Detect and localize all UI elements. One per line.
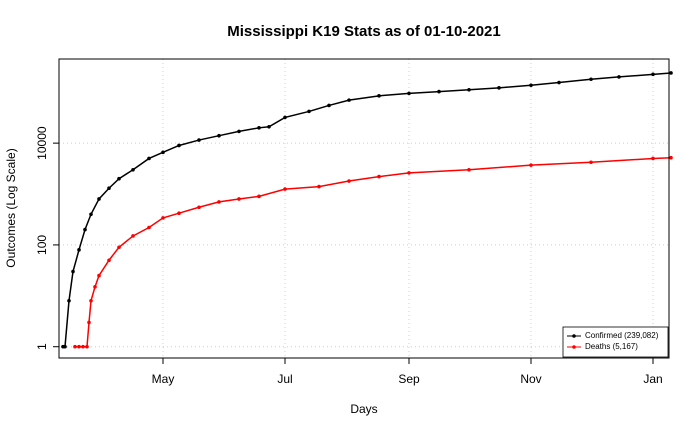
data-point bbox=[63, 344, 67, 349]
y-axis-label: Outcomes (Log Scale) bbox=[4, 148, 18, 267]
data-point bbox=[77, 344, 81, 349]
data-point bbox=[467, 167, 471, 172]
data-point bbox=[197, 205, 201, 210]
data-point bbox=[237, 197, 241, 201]
series-line bbox=[63, 72, 672, 348]
data-point bbox=[437, 89, 441, 94]
legend: Confirmed (239,082) Deaths (5,167) bbox=[562, 326, 669, 358]
data-point bbox=[557, 80, 561, 85]
data-point bbox=[177, 211, 181, 216]
series-line bbox=[75, 156, 672, 348]
legend-swatch bbox=[572, 334, 576, 338]
data-point bbox=[377, 94, 381, 98]
data-point bbox=[497, 86, 501, 90]
data-point bbox=[377, 174, 381, 179]
data-point bbox=[77, 248, 81, 252]
data-point bbox=[85, 344, 89, 349]
data-point bbox=[669, 71, 673, 75]
data-point bbox=[307, 109, 311, 114]
data-point bbox=[267, 124, 271, 129]
y-tick-label: 100 bbox=[35, 235, 49, 255]
plot-frame bbox=[58, 58, 670, 359]
data-point bbox=[161, 216, 165, 220]
data-point bbox=[283, 115, 287, 120]
data-point bbox=[197, 138, 201, 142]
data-point bbox=[283, 187, 287, 191]
data-point bbox=[117, 245, 121, 250]
data-point bbox=[131, 234, 135, 238]
legend-swatch bbox=[572, 345, 576, 349]
data-point bbox=[257, 126, 261, 130]
data-point bbox=[97, 273, 101, 278]
data-point bbox=[147, 156, 151, 161]
data-point bbox=[467, 87, 471, 92]
data-point bbox=[529, 163, 533, 167]
chart-title: Mississippi K19 Stats as of 01-10-2021 bbox=[227, 23, 500, 40]
data-point bbox=[71, 269, 75, 274]
data-point bbox=[407, 171, 411, 175]
data-point bbox=[83, 227, 87, 232]
data-point bbox=[89, 212, 93, 217]
data-point bbox=[651, 156, 655, 161]
data-point bbox=[87, 320, 91, 325]
x-axis-label: Days bbox=[350, 402, 377, 416]
data-point bbox=[589, 77, 593, 82]
legend-label: Deaths (5,167) bbox=[585, 342, 638, 351]
legend-label: Confirmed (239,082) bbox=[585, 331, 659, 340]
plot-area bbox=[61, 71, 673, 349]
data-point bbox=[117, 176, 121, 181]
y-tick-label: 10000 bbox=[35, 126, 49, 160]
y-tick-label: 1 bbox=[35, 343, 49, 350]
x-tick-label: Jul bbox=[277, 372, 292, 386]
x-tick-label: Jan bbox=[643, 372, 662, 386]
data-point bbox=[651, 72, 655, 77]
data-point bbox=[107, 186, 111, 191]
data-point bbox=[217, 133, 221, 138]
data-point bbox=[347, 179, 351, 183]
data-point bbox=[347, 98, 351, 102]
data-point bbox=[217, 200, 221, 204]
data-point bbox=[81, 344, 85, 349]
data-point bbox=[73, 344, 77, 349]
data-point bbox=[617, 75, 621, 79]
data-point bbox=[257, 194, 261, 199]
x-tick-label: May bbox=[152, 372, 175, 386]
data-point bbox=[161, 150, 165, 155]
data-point bbox=[327, 103, 331, 108]
data-point bbox=[67, 298, 71, 303]
data-point bbox=[669, 155, 673, 160]
data-point bbox=[237, 129, 241, 134]
x-tick-label: Sep bbox=[398, 372, 420, 386]
data-point bbox=[107, 258, 111, 263]
legend-box bbox=[562, 326, 669, 358]
data-point bbox=[177, 143, 181, 148]
data-point bbox=[317, 184, 321, 189]
data-point bbox=[147, 225, 151, 230]
data-point bbox=[589, 160, 593, 165]
data-point bbox=[529, 83, 533, 88]
data-point bbox=[131, 167, 135, 172]
data-point bbox=[89, 298, 93, 303]
data-point bbox=[93, 285, 97, 289]
x-tick-label: Nov bbox=[520, 372, 541, 386]
data-point bbox=[97, 197, 101, 201]
data-point bbox=[407, 91, 411, 96]
